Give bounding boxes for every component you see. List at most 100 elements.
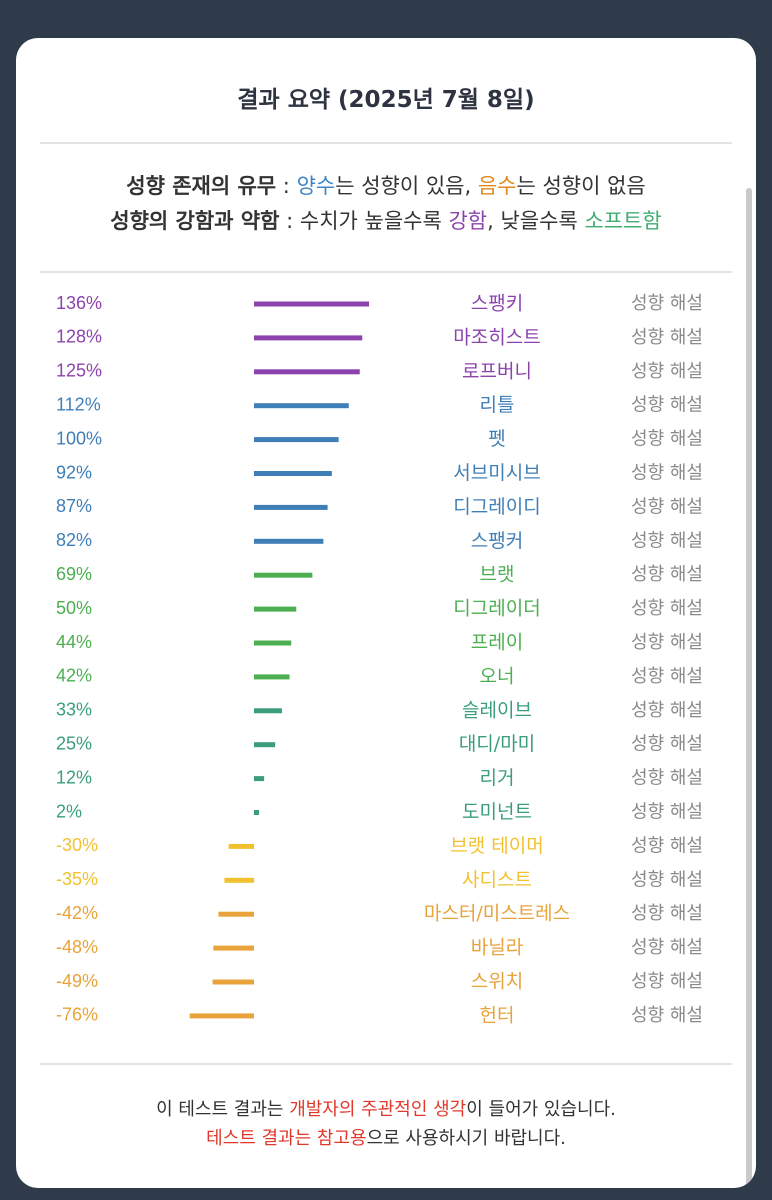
tendency-explanation-link[interactable]: 성향 해설 <box>631 700 703 721</box>
tendency-explanation-link[interactable]: 성향 해설 <box>631 395 703 416</box>
category-label: 로프버니 <box>462 360 532 382</box>
value-label: 112% <box>56 394 101 414</box>
tendency-explanation-link[interactable]: 성향 해설 <box>631 327 703 348</box>
value-label: 136% <box>56 293 102 313</box>
category-label: 도미넌트 <box>462 801 532 823</box>
bar <box>254 776 265 782</box>
bar <box>254 504 328 510</box>
tendency-explanation-link[interactable]: 성향 해설 <box>631 835 703 856</box>
divider-bottom <box>40 1063 732 1065</box>
bar <box>254 708 282 714</box>
divider-top <box>40 142 732 144</box>
category-label: 슬레이브 <box>462 699 532 721</box>
footer-text-c: 이 들어가 있습니다. <box>466 1099 616 1120</box>
bar <box>254 742 276 748</box>
bar <box>254 403 349 409</box>
bar <box>254 538 324 544</box>
value-label: 100% <box>56 428 102 448</box>
value-label: 25% <box>56 733 92 753</box>
value-label: -49% <box>56 971 98 991</box>
legend-strength-sep: : 수치가 높을수록 <box>279 209 449 233</box>
legend-positive-text: 는 성향이 있음, <box>335 174 478 198</box>
category-label: 브랫 <box>480 564 515 586</box>
value-label: 42% <box>56 666 92 686</box>
tendency-explanation-link[interactable]: 성향 해설 <box>631 496 703 517</box>
bar <box>254 606 297 612</box>
page-title: 결과 요약 (2025년 7월 8일) <box>237 87 535 113</box>
tendency-explanation-link[interactable]: 성향 해설 <box>631 937 703 958</box>
tendency-explanation-link[interactable]: 성향 해설 <box>631 463 703 484</box>
tendency-explanation-link[interactable]: 성향 해설 <box>631 1005 703 1026</box>
value-label: 92% <box>56 462 92 482</box>
legend-soft-word: 소프트함 <box>584 209 662 233</box>
value-label: 87% <box>56 496 92 516</box>
footer-text-d: 으로 사용하시기 바랍니다. <box>366 1128 566 1149</box>
bar <box>254 810 259 815</box>
footer-note-1: 이 테스트 결과는 개발자의 주관적인 생각이 들어가 있습니다. <box>16 1095 756 1121</box>
bar <box>254 369 360 375</box>
value-label: 12% <box>56 767 92 787</box>
bar <box>254 335 363 341</box>
tendency-explanation-link[interactable]: 성향 해설 <box>631 869 703 890</box>
value-label: 69% <box>56 564 92 584</box>
bar <box>254 471 332 476</box>
category-label: 리거 <box>480 767 515 789</box>
tendency-explanation-link[interactable]: 성향 해설 <box>631 802 703 823</box>
category-label: 마조히스트 <box>453 326 540 348</box>
category-label: 마스터/미스트레스 <box>424 903 570 925</box>
tendency-explanation-link[interactable]: 성향 해설 <box>631 903 703 924</box>
tendency-explanation-link[interactable]: 성향 해설 <box>631 564 703 585</box>
bar <box>254 572 313 578</box>
value-label: 50% <box>56 598 92 618</box>
bar <box>228 843 254 849</box>
value-label: 82% <box>56 530 92 550</box>
bar <box>254 437 339 443</box>
tendency-explanation-link[interactable]: 성향 해설 <box>631 971 703 992</box>
tendency-explanation-link[interactable]: 성향 해설 <box>631 666 703 687</box>
category-label: 서브미시브 <box>453 462 540 484</box>
tendency-explanation-link[interactable]: 성향 해설 <box>631 429 703 450</box>
tendency-explanation-link[interactable]: 성향 해설 <box>631 734 703 755</box>
tendency-explanation-link[interactable]: 성향 해설 <box>631 361 703 382</box>
scrollbar[interactable] <box>746 188 752 1188</box>
value-label: -35% <box>56 869 98 889</box>
tendency-explanation-link[interactable]: 성향 해설 <box>631 598 703 619</box>
tendency-explanation-link[interactable]: 성향 해설 <box>631 293 703 314</box>
category-label: 스팽키 <box>471 293 523 315</box>
tendency-explanation-link[interactable]: 성향 해설 <box>631 768 703 789</box>
value-label: -42% <box>56 903 98 923</box>
value-label: -48% <box>56 937 98 957</box>
bar <box>254 674 290 680</box>
value-label: -76% <box>56 1005 98 1025</box>
footer-highlight-opinion: 개발자의 주관적인 생각 <box>289 1099 467 1120</box>
category-label: 디그레이더 <box>453 598 540 620</box>
legend-strength-mid: , 낮을수록 <box>487 209 585 233</box>
bar <box>218 911 254 917</box>
footer-note-2: 테스트 결과는 참고용으로 사용하시기 바랍니다. <box>16 1124 756 1150</box>
category-label: 스위치 <box>471 971 523 993</box>
value-label: 44% <box>56 632 92 652</box>
legend-strength: 성향의 강함과 약함 : 수치가 높을수록 강함, 낮을수록 소프트함 <box>16 205 756 235</box>
category-label: 헌터 <box>480 1004 515 1026</box>
category-label: 사디스트 <box>462 869 532 891</box>
legend-negative-text: 는 성향이 없음 <box>516 174 646 198</box>
category-label: 디그레이디 <box>453 496 540 518</box>
category-label: 오너 <box>480 665 515 687</box>
category-label: 바닐라 <box>471 937 523 959</box>
value-label: 2% <box>56 801 82 821</box>
legend-negative-word: 음수 <box>477 174 517 198</box>
legend-existence-sep: : <box>276 174 297 198</box>
bar <box>213 945 254 951</box>
tendency-explanation-link[interactable]: 성향 해설 <box>631 530 703 551</box>
legend-existence: 성향 존재의 유무 : 양수는 성향이 있음, 음수는 성향이 없음 <box>16 170 756 200</box>
category-label: 브랫 테이머 <box>450 835 543 857</box>
divider-legend <box>40 271 732 273</box>
footer-text-a: 이 테스트 결과는 <box>156 1099 290 1120</box>
category-label: 리틀 <box>480 394 515 416</box>
legend-strong-word: 강함 <box>448 209 488 233</box>
bar <box>224 877 254 883</box>
category-label: 대디/마미 <box>459 733 535 755</box>
bar <box>212 979 254 985</box>
tendency-explanation-link[interactable]: 성향 해설 <box>631 632 703 653</box>
